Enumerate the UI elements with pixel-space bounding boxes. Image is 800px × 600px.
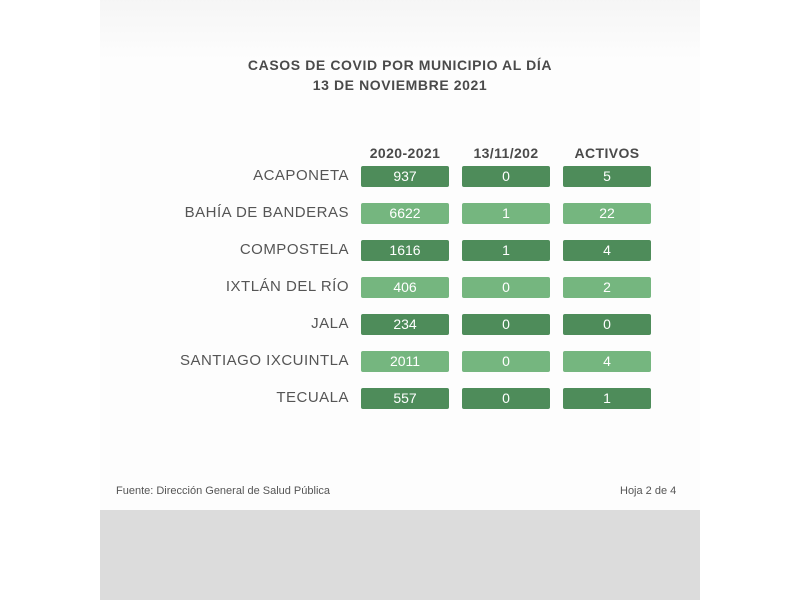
column-headers: 2020-2021 13/11/202 ACTIVOS — [0, 145, 800, 165]
active-cases-cell: 22 — [563, 203, 651, 224]
cumulative-cases-cell: 234 — [361, 314, 449, 335]
daily-cases-cell: 0 — [462, 388, 550, 409]
title-line-2: 13 DE NOVIEMBRE 2021 — [312, 77, 488, 93]
table-row: IXTLÁN DEL RÍO 406 0 2 — [0, 277, 800, 299]
daily-cases-cell: 0 — [462, 166, 550, 187]
table-row: TECUALA 557 0 1 — [0, 388, 800, 410]
daily-cases-cell: 0 — [462, 277, 550, 298]
title-line-1: CASOS DE COVID POR MUNICIPIO AL DÍA — [247, 57, 553, 73]
daily-cases-cell: 0 — [462, 351, 550, 372]
table-row: BAHÍA DE BANDERAS 6622 1 22 — [0, 203, 800, 225]
column-header-cumulative: 2020-2021 — [369, 145, 441, 161]
municipio-label: ACAPONETA — [253, 167, 349, 184]
cumulative-cases-cell: 557 — [361, 388, 449, 409]
daily-cases-cell: 0 — [462, 314, 550, 335]
column-header-active: ACTIVOS — [574, 145, 640, 161]
active-cases-cell: 0 — [563, 314, 651, 335]
source-note: Fuente: Dirección General de Salud Públi… — [116, 485, 331, 497]
column-header-daily: 13/11/202 — [473, 145, 539, 161]
municipio-label: IXTLÁN DEL RÍO — [225, 278, 349, 295]
municipio-label: JALA — [311, 315, 349, 332]
table-row: SANTIAGO IXCUINTLA 2011 0 4 — [0, 351, 800, 373]
municipio-label: COMPOSTELA — [239, 241, 349, 258]
active-cases-cell: 2 — [563, 277, 651, 298]
cumulative-cases-cell: 1616 — [361, 240, 449, 261]
cumulative-cases-cell: 406 — [361, 277, 449, 298]
bottom-gray-panel — [100, 510, 700, 600]
cumulative-cases-cell: 2011 — [361, 351, 449, 372]
daily-cases-cell: 1 — [462, 203, 550, 224]
active-cases-cell: 1 — [563, 388, 651, 409]
table-row: ACAPONETA 937 0 5 — [0, 166, 800, 188]
municipio-label: TECUALA — [276, 389, 349, 406]
page-indicator: Hoja 2 de 4 — [620, 485, 677, 497]
table-row: JALA 234 0 0 — [0, 314, 800, 336]
active-cases-cell: 5 — [563, 166, 651, 187]
municipio-label: SANTIAGO IXCUINTLA — [179, 352, 349, 369]
active-cases-cell: 4 — [563, 351, 651, 372]
chart-title: CASOS DE COVID POR MUNICIPIO AL DÍA 13 D… — [100, 55, 700, 95]
active-cases-cell: 4 — [563, 240, 651, 261]
cumulative-cases-cell: 6622 — [361, 203, 449, 224]
daily-cases-cell: 1 — [462, 240, 550, 261]
table-row: COMPOSTELA 1616 1 4 — [0, 240, 800, 262]
municipio-label: BAHÍA DE BANDERAS — [184, 204, 349, 221]
cumulative-cases-cell: 937 — [361, 166, 449, 187]
background-watermark — [100, 0, 700, 60]
